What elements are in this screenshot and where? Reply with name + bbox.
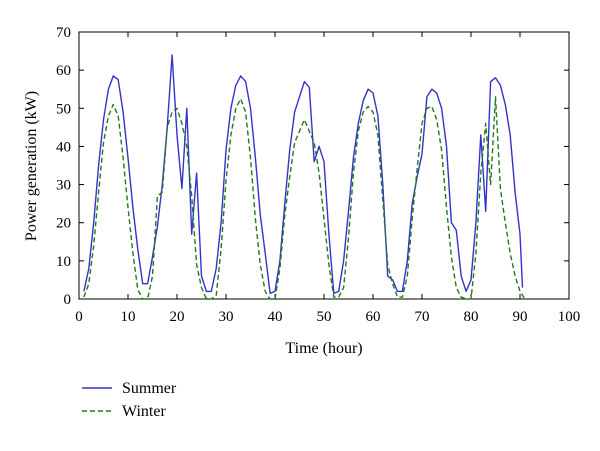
x-tick-label: 90: [513, 309, 528, 325]
y-tick-label: 30: [56, 178, 71, 194]
x-tick-label: 0: [75, 309, 83, 325]
x-tick-label: 20: [170, 309, 185, 325]
y-tick-label: 50: [56, 101, 71, 117]
series-layer: [83, 54, 526, 300]
x-tick-label: 10: [121, 309, 136, 325]
legend: Summer Winter: [82, 380, 177, 420]
axis-ticks: 0 10 20 30 40 50 60 70 80 90 100 0 10 20 30 40 50 60 70: [56, 25, 580, 325]
legend-label-summer: Summer: [122, 380, 177, 397]
y-axis-title: Power generation (kW): [23, 91, 40, 241]
legend-label-winter: Winter: [122, 403, 166, 420]
y-tick-label: 70: [56, 25, 71, 41]
y-tick-label: 60: [56, 63, 71, 79]
x-axis-title: Time (hour): [285, 340, 362, 357]
series-line-summer: [83, 54, 524, 294]
y-tick-label: 40: [56, 139, 71, 155]
x-tick-label: 100: [558, 309, 581, 325]
x-tick-label: 50: [317, 309, 332, 325]
x-tick-label: 80: [464, 309, 479, 325]
x-tick-label: 30: [219, 309, 234, 325]
y-tick-label: 10: [56, 254, 71, 270]
y-tick-label: 20: [56, 216, 71, 232]
x-tick-label: 40: [268, 309, 283, 325]
x-tick-label: 60: [366, 309, 381, 325]
y-tick-label: 0: [64, 292, 72, 308]
x-tick-label: 70: [415, 309, 430, 325]
